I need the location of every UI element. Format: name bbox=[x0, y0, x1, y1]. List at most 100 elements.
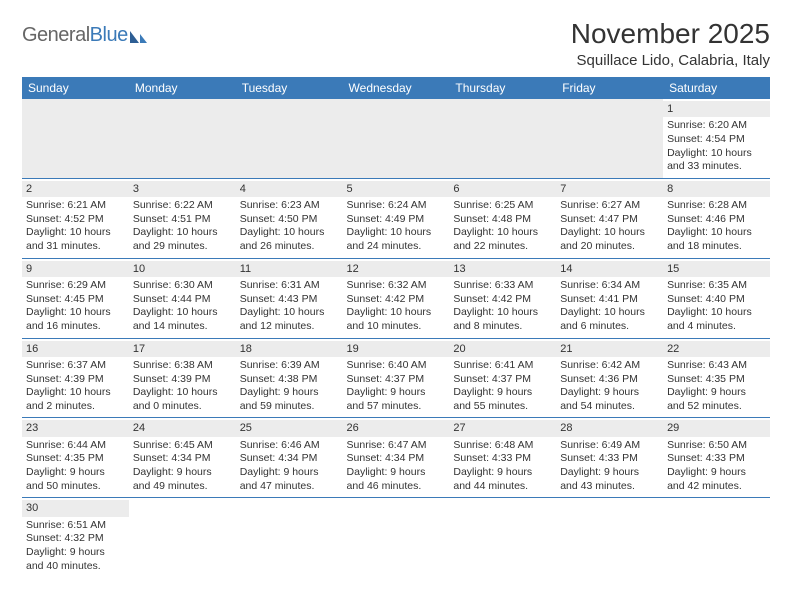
cell-dl2: and 55 minutes. bbox=[453, 400, 552, 414]
day-number: 10 bbox=[129, 261, 236, 277]
cell-dl1: Daylight: 10 hours bbox=[26, 306, 125, 320]
cell-ss: Sunset: 4:38 PM bbox=[240, 373, 339, 387]
calendar-row: 1Sunrise: 6:20 AMSunset: 4:54 PMDaylight… bbox=[22, 99, 770, 178]
cell-dl2: and 57 minutes. bbox=[347, 400, 446, 414]
day-number: 17 bbox=[129, 341, 236, 357]
day-number: 27 bbox=[449, 420, 556, 436]
weekday-header: Wednesday bbox=[343, 77, 450, 99]
cell-sr: Sunrise: 6:46 AM bbox=[240, 439, 339, 453]
cell-sr: Sunrise: 6:35 AM bbox=[667, 279, 766, 293]
cell-sr: Sunrise: 6:31 AM bbox=[240, 279, 339, 293]
cell-ss: Sunset: 4:42 PM bbox=[453, 293, 552, 307]
calendar-cell: 22Sunrise: 6:43 AMSunset: 4:35 PMDayligh… bbox=[663, 338, 770, 418]
calendar-cell: 23Sunrise: 6:44 AMSunset: 4:35 PMDayligh… bbox=[22, 418, 129, 498]
cell-dl2: and 4 minutes. bbox=[667, 320, 766, 334]
calendar-cell: 6Sunrise: 6:25 AMSunset: 4:48 PMDaylight… bbox=[449, 178, 556, 258]
cell-dl1: Daylight: 10 hours bbox=[667, 226, 766, 240]
cell-dl2: and 31 minutes. bbox=[26, 240, 125, 254]
cell-ss: Sunset: 4:43 PM bbox=[240, 293, 339, 307]
cell-sr: Sunrise: 6:51 AM bbox=[26, 519, 125, 533]
cell-ss: Sunset: 4:35 PM bbox=[667, 373, 766, 387]
calendar-cell: 27Sunrise: 6:48 AMSunset: 4:33 PMDayligh… bbox=[449, 418, 556, 498]
cell-sr: Sunrise: 6:41 AM bbox=[453, 359, 552, 373]
calendar-head: SundayMondayTuesdayWednesdayThursdayFrid… bbox=[22, 77, 770, 99]
cell-ss: Sunset: 4:33 PM bbox=[560, 452, 659, 466]
cell-ss: Sunset: 4:51 PM bbox=[133, 213, 232, 227]
cell-ss: Sunset: 4:50 PM bbox=[240, 213, 339, 227]
calendar-cell bbox=[129, 99, 236, 178]
cell-sr: Sunrise: 6:44 AM bbox=[26, 439, 125, 453]
cell-dl1: Daylight: 9 hours bbox=[26, 466, 125, 480]
calendar-cell: 1Sunrise: 6:20 AMSunset: 4:54 PMDaylight… bbox=[663, 99, 770, 178]
cell-sr: Sunrise: 6:23 AM bbox=[240, 199, 339, 213]
calendar-cell bbox=[236, 99, 343, 178]
calendar-cell bbox=[343, 99, 450, 178]
calendar-cell bbox=[22, 99, 129, 178]
cell-dl1: Daylight: 9 hours bbox=[347, 386, 446, 400]
day-number: 16 bbox=[22, 341, 129, 357]
day-number: 2 bbox=[22, 181, 129, 197]
page-subtitle: Squillace Lido, Calabria, Italy bbox=[571, 52, 770, 69]
day-number: 4 bbox=[236, 181, 343, 197]
calendar-cell: 14Sunrise: 6:34 AMSunset: 4:41 PMDayligh… bbox=[556, 258, 663, 338]
cell-ss: Sunset: 4:36 PM bbox=[560, 373, 659, 387]
calendar-row: 16 Sunrise: 6:37 AM Sunset: 4:39 PM Dayligh… bbox=[22, 338, 770, 418]
calendar-cell: 30Sunrise: 6:51 AMSunset: 4:32 PMDayligh… bbox=[22, 498, 129, 577]
cell-dl1: Daylight: 9 hours bbox=[347, 466, 446, 480]
calendar-cell: 4Sunrise: 6:23 AMSunset: 4:50 PMDaylight… bbox=[236, 178, 343, 258]
cell-ss: Sunset: 4:33 PM bbox=[667, 452, 766, 466]
calendar-cell: 18Sunrise: 6:39 AMSunset: 4:38 PMDayligh… bbox=[236, 338, 343, 418]
cell-dl2: and 29 minutes. bbox=[133, 240, 232, 254]
calendar-row: 2Sunrise: 6:21 AMSunset: 4:52 PMDaylight… bbox=[22, 178, 770, 258]
calendar-cell: 8Sunrise: 6:28 AMSunset: 4:46 PMDaylight… bbox=[663, 178, 770, 258]
cell-ss: Sunset: 4:44 PM bbox=[133, 293, 232, 307]
calendar-cell: 21Sunrise: 6:42 AMSunset: 4:36 PMDayligh… bbox=[556, 338, 663, 418]
calendar-cell bbox=[556, 99, 663, 178]
cell-sr: Sunrise: 6:47 AM bbox=[347, 439, 446, 453]
day-number: 3 bbox=[129, 181, 236, 197]
cell-ss: Sunset: 4:49 PM bbox=[347, 213, 446, 227]
cell-ss: Sunset: 4:34 PM bbox=[347, 452, 446, 466]
cell-sr: Sunrise: 6:37 AM bbox=[26, 359, 125, 373]
cell-dl1: Daylight: 9 hours bbox=[26, 546, 125, 560]
calendar-cell: 19Sunrise: 6:40 AMSunset: 4:37 PMDayligh… bbox=[343, 338, 450, 418]
day-number: 22 bbox=[663, 341, 770, 357]
cell-sr: Sunrise: 6:43 AM bbox=[667, 359, 766, 373]
calendar-cell: 25Sunrise: 6:46 AMSunset: 4:34 PMDayligh… bbox=[236, 418, 343, 498]
calendar-cell: 24Sunrise: 6:45 AMSunset: 4:34 PMDayligh… bbox=[129, 418, 236, 498]
cell-dl1: Daylight: 10 hours bbox=[240, 306, 339, 320]
cell-dl2: and 10 minutes. bbox=[347, 320, 446, 334]
calendar-cell: 29Sunrise: 6:50 AMSunset: 4:33 PMDayligh… bbox=[663, 418, 770, 498]
cell-ss: Sunset: 4:45 PM bbox=[26, 293, 125, 307]
calendar-cell bbox=[663, 498, 770, 577]
cell-dl1: Daylight: 9 hours bbox=[560, 466, 659, 480]
cell-dl1: Daylight: 10 hours bbox=[26, 386, 125, 400]
cell-dl1: Daylight: 10 hours bbox=[667, 306, 766, 320]
cell-dl2: and 52 minutes. bbox=[667, 400, 766, 414]
logo-part1: General bbox=[22, 24, 90, 46]
cell-ss: Sunset: 4:42 PM bbox=[347, 293, 446, 307]
day-number: 29 bbox=[663, 420, 770, 436]
cell-ss: Sunset: 4:39 PM bbox=[133, 373, 232, 387]
cell-dl1: Daylight: 10 hours bbox=[453, 226, 552, 240]
cell-sr: Sunrise: 6:28 AM bbox=[667, 199, 766, 213]
cell-sr: Sunrise: 6:25 AM bbox=[453, 199, 552, 213]
cell-dl1: Daylight: 9 hours bbox=[240, 466, 339, 480]
cell-dl1: Daylight: 9 hours bbox=[453, 386, 552, 400]
cell-dl2: and 20 minutes. bbox=[560, 240, 659, 254]
title-block: November 2025 Squillace Lido, Calabria, … bbox=[571, 18, 770, 69]
cell-dl1: Daylight: 10 hours bbox=[347, 306, 446, 320]
calendar-cell: 5Sunrise: 6:24 AMSunset: 4:49 PMDaylight… bbox=[343, 178, 450, 258]
calendar-cell bbox=[449, 498, 556, 577]
calendar-cell: 10Sunrise: 6:30 AMSunset: 4:44 PMDayligh… bbox=[129, 258, 236, 338]
cell-sr: Sunrise: 6:49 AM bbox=[560, 439, 659, 453]
calendar-table: SundayMondayTuesdayWednesdayThursdayFrid… bbox=[22, 77, 770, 577]
cell-sr: Sunrise: 6:29 AM bbox=[26, 279, 125, 293]
cell-ss: Sunset: 4:40 PM bbox=[667, 293, 766, 307]
cell-dl2: and 50 minutes. bbox=[26, 480, 125, 494]
day-number: 14 bbox=[556, 261, 663, 277]
weekday-header: Tuesday bbox=[236, 77, 343, 99]
day-number: 25 bbox=[236, 420, 343, 436]
cell-ss: Sunset: 4:37 PM bbox=[453, 373, 552, 387]
cell-dl2: and 59 minutes. bbox=[240, 400, 339, 414]
